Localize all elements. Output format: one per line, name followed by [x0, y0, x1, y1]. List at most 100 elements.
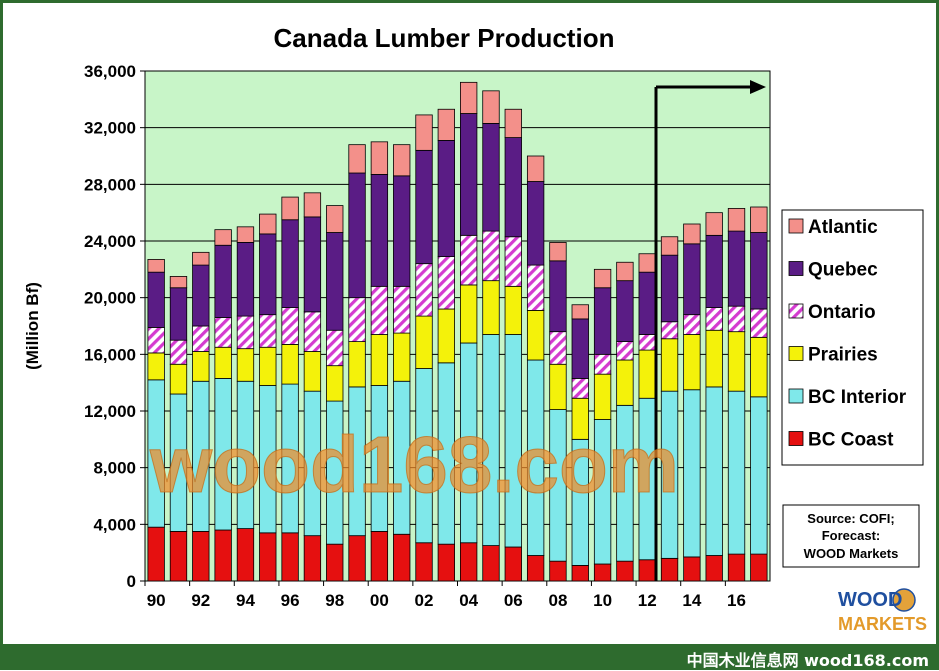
- bar-segment-ontario: [750, 308, 768, 338]
- bar-segment-bc-coast: [705, 555, 723, 582]
- bar-segment-prairies: [281, 344, 299, 385]
- x-tick-label: 92: [191, 591, 210, 610]
- bar-segment-ontario: [616, 341, 634, 361]
- footer-text: 中国木业信息网 wood168.com: [686, 651, 929, 670]
- bar-segment-quebec: [638, 271, 656, 335]
- bar-segment-bc-coast: [727, 553, 746, 582]
- x-axis-ticks: 90 92 94 96 98 00 02 04 06 08 10 12 14 16: [144, 581, 746, 610]
- bar-segment-bc-coast: [259, 532, 277, 582]
- y-axis-label: (Million Bf): [23, 282, 42, 370]
- bar-segment-quebec: [393, 175, 411, 287]
- bar-segment-quebec: [727, 230, 746, 307]
- bar-segment-ontario: [504, 236, 522, 287]
- bar-segment-bc-coast: [348, 535, 366, 582]
- bar-segment-prairies: [616, 359, 634, 406]
- bar-segment-prairies: [660, 338, 679, 392]
- bar-segment-quebec: [326, 232, 344, 331]
- bar-segment-ontario: [370, 285, 389, 335]
- bar-segment-ontario: [571, 378, 589, 399]
- bar-segment-quebec: [549, 260, 567, 333]
- forecast-marker: [654, 80, 766, 581]
- legend-swatch: [788, 346, 804, 361]
- bar-segment-prairies: [705, 329, 723, 388]
- bar-segment-ontario: [192, 325, 210, 352]
- bar-segment-bc-coast: [750, 553, 768, 582]
- bar-segment-bc-coast: [326, 543, 344, 582]
- bar-segment-quebec: [593, 287, 612, 355]
- bar-segment-bc-coast: [147, 526, 165, 582]
- bar-segment-atlantic: [549, 242, 567, 262]
- bar-segment-prairies: [549, 363, 567, 410]
- bar-segment-atlantic: [393, 144, 411, 177]
- wood-markets-logo: WOOD MARKETS: [838, 588, 927, 634]
- bar-segment-ontario: [683, 314, 701, 335]
- bar-segment-quebec: [259, 233, 277, 316]
- bar-segment-bc-interior: [727, 390, 746, 555]
- bar-segment-bc-coast: [660, 557, 679, 582]
- bar-segment-quebec: [571, 318, 589, 379]
- y-tick-label: 36,000: [84, 62, 136, 81]
- bar-segment-prairies: [727, 331, 746, 392]
- bar-segment-prairies: [750, 336, 768, 398]
- bar-segment-atlantic: [482, 90, 500, 124]
- x-tick-label: 10: [593, 591, 612, 610]
- bar-segment-quebec: [192, 264, 210, 327]
- bar-segment-atlantic: [571, 304, 589, 320]
- bar-segment-atlantic: [214, 229, 232, 246]
- bar-segment-ontario: [214, 317, 232, 348]
- source-line-2: Forecast:: [822, 528, 881, 543]
- bar-segment-prairies: [482, 280, 500, 335]
- bar-segment-prairies: [593, 373, 612, 420]
- bar-segment-bc-interior: [705, 386, 723, 556]
- logo-line-2: MARKETS: [838, 614, 927, 634]
- bar-segment-prairies: [370, 334, 389, 386]
- bar-segment-bc-coast: [281, 532, 299, 582]
- y-tick-label: 16,000: [84, 345, 136, 364]
- y-tick-label: 4,000: [93, 515, 136, 534]
- bar-segment-quebec: [459, 113, 478, 236]
- bar-segment-ontario: [236, 315, 255, 350]
- bar-segment-quebec: [370, 174, 389, 287]
- bar-stacks: [147, 81, 768, 582]
- bar-segment-bc-coast: [415, 542, 433, 582]
- y-axis-ticks: 0 4,000 8,000 12,000 16,000 20,000 24,000 28,00…: [84, 62, 145, 591]
- forecast-arrow-icon: [750, 80, 766, 94]
- bar-segment-ontario: [147, 327, 165, 354]
- bar-segment-atlantic: [504, 108, 522, 138]
- bar-segment-ontario: [169, 339, 188, 365]
- bar-segment-ontario: [705, 307, 723, 331]
- globe-icon: [892, 588, 916, 612]
- legend-swatch: [788, 431, 804, 446]
- bar-segment-quebec: [705, 234, 723, 308]
- bar-segment-prairies: [393, 332, 411, 382]
- bar-segment-bc-coast: [192, 531, 210, 582]
- bar-segment-atlantic: [147, 259, 165, 273]
- bar-segment-bc-coast: [303, 535, 322, 582]
- bar-segment-ontario: [638, 334, 656, 351]
- bar-segment-prairies: [459, 284, 478, 344]
- bar-segment-atlantic: [437, 108, 455, 141]
- bar-segment-atlantic: [348, 144, 366, 174]
- x-tick-label: 16: [727, 591, 746, 610]
- x-tick-label: 08: [548, 591, 567, 610]
- bar-segment-quebec: [281, 219, 299, 308]
- bar-segment-atlantic: [169, 276, 188, 289]
- x-tick-label: 04: [459, 591, 478, 610]
- bar-segment-atlantic: [593, 268, 612, 289]
- chart-title: Canada Lumber Production: [274, 23, 615, 53]
- bar-segment-atlantic: [303, 192, 322, 218]
- bar-segment-prairies: [326, 365, 344, 402]
- x-tick-label: 14: [682, 591, 701, 610]
- bar-segment-bc-coast: [236, 528, 255, 582]
- legend: Atlantic Quebec Ontario Prairies BC Interior…: [781, 209, 924, 466]
- bar-segment-prairies: [526, 310, 545, 361]
- bar-segment-atlantic: [459, 81, 478, 114]
- logo-line-1: WOOD: [838, 589, 902, 611]
- legend-label: BC Interior: [808, 387, 907, 408]
- bar-segment-bc-coast: [482, 545, 500, 582]
- bar-segment-bc-interior: [683, 389, 701, 558]
- bar-segment-ontario: [526, 264, 545, 311]
- y-tick-label: 20,000: [84, 289, 136, 308]
- x-tick-label: 06: [504, 591, 523, 610]
- y-tick-label: 24,000: [84, 232, 136, 251]
